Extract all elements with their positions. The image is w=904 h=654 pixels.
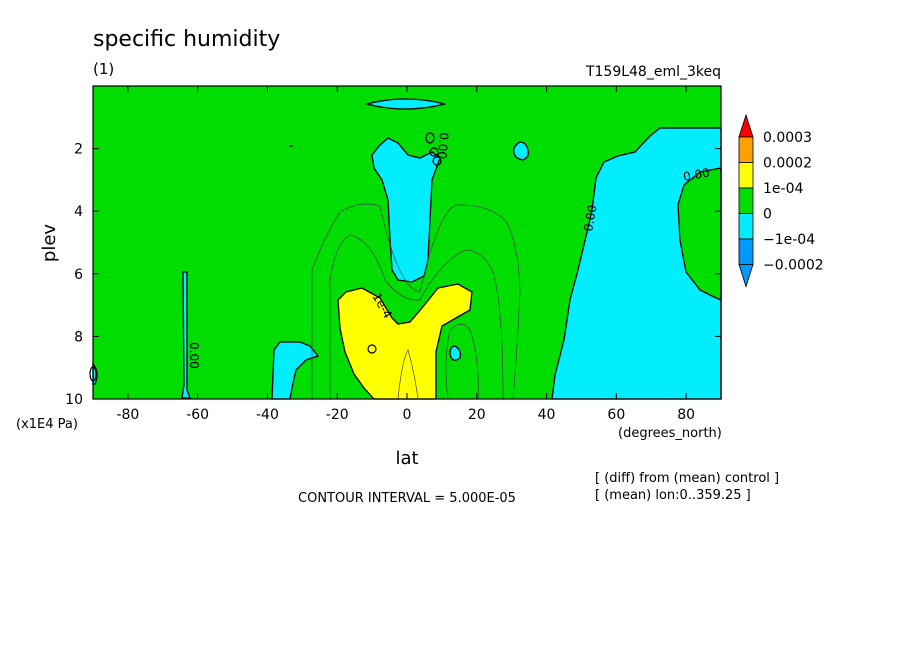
colorbar-segment bbox=[738, 238, 754, 265]
y-axis-label: plev bbox=[39, 224, 60, 263]
colorbar-label: 0.0003 bbox=[763, 130, 812, 146]
y-tick-label: 8 bbox=[74, 329, 83, 345]
colorbar-segment bbox=[738, 187, 754, 214]
colorbar: 0.0003 0.0002 1e-04 0 −1e-04 −0.0002 bbox=[738, 113, 824, 288]
x-tick-label: 60 bbox=[607, 407, 625, 423]
region-east-negative bbox=[551, 127, 722, 400]
x-tick-label: 80 bbox=[677, 407, 695, 423]
region-small-blob bbox=[449, 345, 462, 361]
note-diff: [ (diff) from (mean) control ] bbox=[595, 471, 779, 486]
y-tick-label: 10 bbox=[65, 392, 83, 408]
region-west-patch bbox=[271, 341, 320, 400]
colorbar-label: −1e-04 bbox=[763, 232, 815, 248]
region-top-negative bbox=[364, 98, 446, 110]
colorbar-segment bbox=[738, 162, 754, 189]
colorbar-bottom-arrow bbox=[738, 264, 754, 288]
x-axis-label: lat bbox=[395, 448, 418, 469]
x-tick-label: -20 bbox=[326, 407, 349, 423]
region-sh-strip bbox=[181, 271, 191, 399]
x-tick-label: -60 bbox=[186, 407, 209, 423]
y-axis: 2 4 6 8 10 bbox=[65, 142, 721, 408]
y-tick-label: 4 bbox=[74, 204, 83, 220]
region-left-edge bbox=[92, 362, 98, 385]
contour-label: 0.00 bbox=[435, 132, 451, 160]
colorbar-segment bbox=[738, 136, 754, 163]
contour-label: 0.00 bbox=[682, 166, 711, 184]
colorbar-top-arrow bbox=[738, 113, 754, 138]
y-unit-label: (x1E4 Pa) bbox=[16, 417, 78, 432]
region-ne-green-hole bbox=[677, 167, 722, 302]
colorbar-label: 1e-04 bbox=[763, 181, 803, 197]
x-unit-label: (degrees_north) bbox=[618, 426, 722, 441]
thin-contours bbox=[311, 203, 521, 400]
contour-interval: CONTOUR INTERVAL = 5.000E-05 bbox=[298, 491, 516, 506]
x-tick-label: 20 bbox=[468, 407, 486, 423]
plot-area: 0.00 0.00 0.00 0.00 1e-4 bbox=[89, 85, 722, 400]
region-ne-blob bbox=[513, 141, 530, 161]
x-tick-label: 0 bbox=[403, 407, 412, 423]
x-axis: -80 -60 -40 -20 0 20 40 60 80 bbox=[116, 86, 695, 423]
panel-label: (1) bbox=[93, 60, 114, 78]
contour-label: 0.00 bbox=[187, 342, 201, 369]
colorbar-label: −0.0002 bbox=[763, 258, 824, 274]
experiment-label: T159L48_eml_3keq bbox=[585, 64, 721, 80]
region-positive bbox=[337, 283, 473, 400]
colorbar-segment bbox=[738, 213, 754, 240]
x-tick-label: 40 bbox=[538, 407, 556, 423]
y-tick-label: 2 bbox=[74, 142, 83, 158]
y-tick-label: 6 bbox=[74, 267, 83, 283]
colorbar-label: 0.0002 bbox=[763, 156, 812, 172]
chart-title: specific humidity bbox=[93, 27, 280, 52]
region-equator-negative bbox=[371, 137, 441, 283]
x-tick-label: -80 bbox=[116, 407, 139, 423]
note-mean: [ (mean) lon:0..359.25 ] bbox=[595, 488, 751, 503]
colorbar-label: 0 bbox=[763, 207, 772, 223]
x-tick-label: -40 bbox=[256, 407, 279, 423]
contour-marks bbox=[89, 132, 442, 382]
contour-label: 0.00 bbox=[581, 204, 599, 233]
